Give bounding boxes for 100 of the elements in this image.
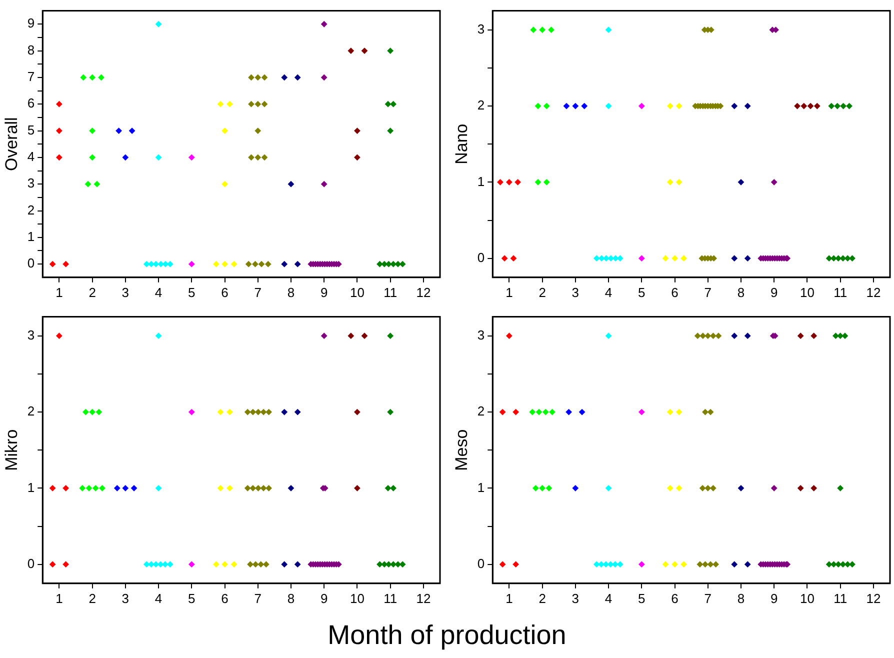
point xyxy=(770,484,778,492)
point xyxy=(354,484,360,492)
y-tick-label: 2 xyxy=(27,202,35,218)
point xyxy=(501,255,508,262)
y-tick-label: 1 xyxy=(477,480,485,495)
point xyxy=(499,408,506,416)
point xyxy=(354,154,360,161)
point xyxy=(217,100,224,108)
point xyxy=(254,128,262,134)
point xyxy=(702,561,708,568)
point xyxy=(384,484,392,492)
point xyxy=(605,484,612,492)
point xyxy=(217,484,224,492)
point xyxy=(506,332,512,340)
point xyxy=(226,484,233,492)
point xyxy=(348,332,354,340)
point xyxy=(261,154,268,161)
point xyxy=(157,561,164,568)
point xyxy=(616,255,624,262)
x-tick-label: 6 xyxy=(221,284,228,300)
point xyxy=(155,484,162,492)
x-tick-label: 5 xyxy=(188,284,196,300)
point xyxy=(294,408,301,416)
point xyxy=(807,102,814,110)
point xyxy=(288,484,294,492)
point xyxy=(581,102,588,110)
point xyxy=(696,561,704,568)
point xyxy=(700,332,706,340)
point xyxy=(89,128,96,134)
point xyxy=(114,484,120,492)
point xyxy=(56,154,62,161)
point xyxy=(245,260,252,268)
point xyxy=(666,102,674,110)
y-tick-label: 8 xyxy=(27,42,35,58)
x-tick-label: 10 xyxy=(350,590,364,606)
point xyxy=(98,74,104,81)
point xyxy=(399,561,406,568)
point xyxy=(840,561,846,568)
point xyxy=(148,260,154,268)
point xyxy=(148,561,154,568)
point xyxy=(849,561,856,568)
point xyxy=(672,255,678,262)
point xyxy=(707,408,714,416)
point xyxy=(262,561,270,568)
point xyxy=(222,561,228,568)
point xyxy=(612,561,618,568)
x-tick-label: 6 xyxy=(671,284,678,300)
point xyxy=(86,484,92,492)
point xyxy=(387,128,394,134)
point xyxy=(260,484,267,492)
point xyxy=(694,332,701,340)
x-tick-label: 10 xyxy=(800,284,814,300)
point xyxy=(662,255,669,262)
point xyxy=(710,332,716,340)
point xyxy=(281,561,288,568)
point xyxy=(704,484,712,492)
point xyxy=(222,260,228,268)
point xyxy=(320,74,328,81)
y-tick-label: 0 xyxy=(477,250,485,265)
point xyxy=(254,100,262,108)
point xyxy=(260,408,267,416)
point xyxy=(230,561,238,568)
point xyxy=(593,255,600,262)
point xyxy=(834,102,841,110)
point xyxy=(188,154,195,161)
point xyxy=(281,260,288,268)
point xyxy=(506,178,512,186)
y-tick-label: 2 xyxy=(27,404,35,419)
point xyxy=(361,332,368,340)
point xyxy=(512,408,520,416)
point xyxy=(89,154,96,161)
point xyxy=(212,260,220,268)
point xyxy=(612,255,619,262)
point xyxy=(605,332,612,340)
point xyxy=(731,332,738,340)
point xyxy=(49,484,56,492)
point xyxy=(534,102,542,110)
point xyxy=(608,255,614,262)
point xyxy=(744,255,751,262)
x-tick-label: 12 xyxy=(866,284,881,300)
point xyxy=(603,255,610,262)
point xyxy=(92,484,99,492)
point xyxy=(543,178,550,186)
point xyxy=(666,408,674,416)
point xyxy=(676,408,682,416)
point xyxy=(712,561,720,568)
point xyxy=(128,128,136,134)
point xyxy=(534,178,542,186)
y-axis-title: Mikro xyxy=(2,429,21,471)
x-tick-label: 7 xyxy=(254,284,262,300)
point xyxy=(143,260,150,268)
point xyxy=(258,561,264,568)
x-tick-label: 8 xyxy=(287,284,295,300)
point xyxy=(82,408,89,416)
y-axis-title: Overall xyxy=(2,117,21,172)
point xyxy=(84,180,92,188)
point xyxy=(89,74,96,81)
point xyxy=(731,255,738,262)
point xyxy=(680,255,687,262)
point xyxy=(699,484,706,492)
